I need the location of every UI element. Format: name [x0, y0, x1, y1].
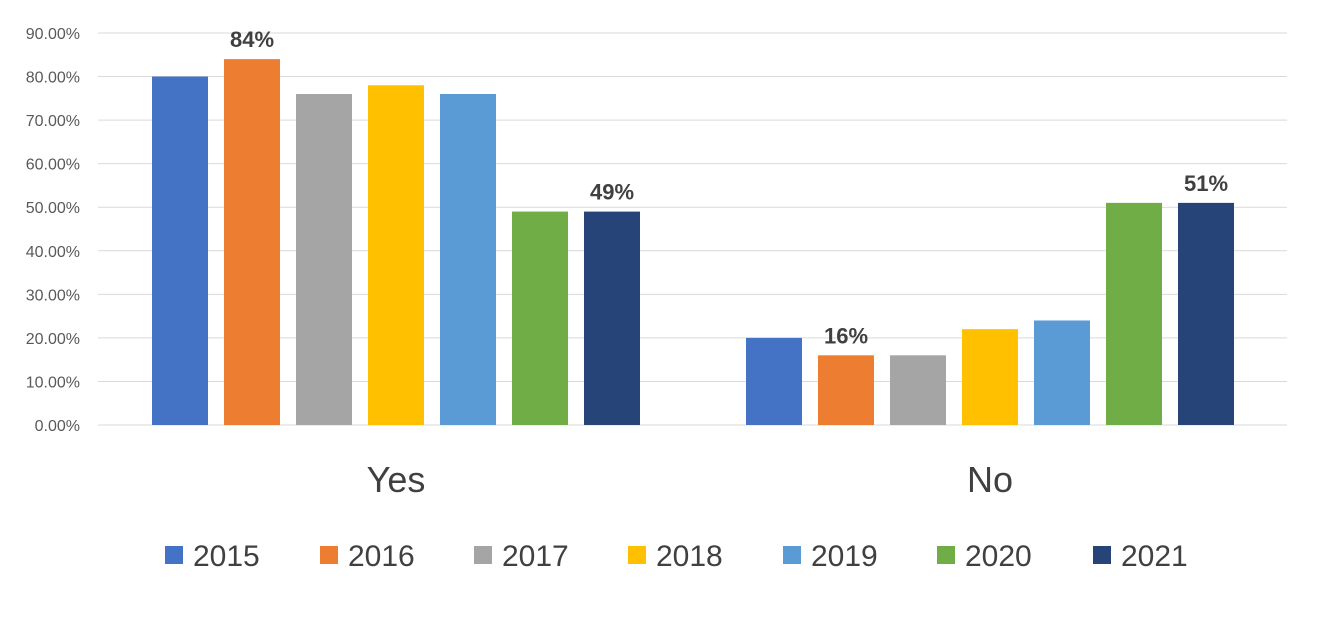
legend-label: 2015	[193, 540, 260, 573]
bar-no-2016	[818, 355, 874, 425]
bar-no-2019	[1034, 320, 1090, 425]
legend-swatch	[628, 546, 646, 564]
data-labels: 84% 49% 16% 51%	[230, 27, 1228, 348]
bar-no-2020	[1106, 202, 1162, 425]
bar-no-2017	[890, 355, 946, 425]
bar-yes-2017	[296, 93, 352, 425]
y-tick-label: 20.00%	[26, 331, 80, 348]
y-tick-label: 80.00%	[26, 70, 80, 87]
legend-item-2017: 2017	[474, 540, 569, 573]
bar-yes-2020	[512, 211, 568, 425]
data-label: 16%	[824, 323, 868, 348]
legend-label: 2018	[656, 540, 723, 573]
legend-swatch	[474, 546, 492, 564]
bar-yes-2021	[584, 211, 640, 425]
legend-label: 2021	[1121, 540, 1188, 573]
legend-item-2016: 2016	[320, 540, 415, 573]
y-tick-label: 0.00%	[35, 418, 80, 435]
category-label-yes: Yes	[367, 459, 426, 500]
bar-yes-2018	[368, 85, 424, 426]
legend-item-2021: 2021	[1093, 540, 1188, 573]
y-axis-tick-labels: 0.00% 10.00% 20.00% 30.00% 40.00% 50.00% 60.00…	[26, 26, 80, 435]
legend-item-2015: 2015	[165, 540, 260, 573]
y-tick-label: 30.00%	[26, 287, 80, 304]
legend: 2015 2016 2017 2018 2019 2020 2021	[165, 540, 1188, 573]
category-labels: Yes No	[367, 459, 1013, 500]
legend-label: 2019	[811, 540, 878, 573]
y-tick-label: 40.00%	[26, 244, 80, 261]
data-label: 51%	[1184, 171, 1228, 196]
legend-item-2019: 2019	[783, 540, 878, 573]
legend-swatch	[165, 546, 183, 564]
y-tick-label: 50.00%	[26, 200, 80, 217]
legend-swatch	[937, 546, 955, 564]
bar-yes-2016	[224, 59, 280, 426]
bar-no-2021	[1178, 202, 1234, 425]
bar-yes-2015	[152, 76, 208, 426]
legend-swatch	[320, 546, 338, 564]
y-tick-label: 10.00%	[26, 374, 80, 391]
category-label-no: No	[967, 459, 1013, 500]
bars	[152, 59, 1234, 426]
legend-item-2020: 2020	[937, 540, 1032, 573]
bar-yes-2019	[440, 93, 496, 425]
legend-swatch	[1093, 546, 1111, 564]
legend-swatch	[783, 546, 801, 564]
legend-label: 2017	[502, 540, 569, 573]
data-label: 84%	[230, 27, 274, 52]
y-tick-label: 90.00%	[26, 26, 80, 43]
data-label: 49%	[590, 180, 634, 205]
y-tick-label: 70.00%	[26, 113, 80, 130]
bar-no-2015	[746, 337, 802, 425]
legend-item-2018: 2018	[628, 540, 723, 573]
legend-label: 2020	[965, 540, 1032, 573]
bar-no-2018	[962, 329, 1018, 425]
y-tick-label: 60.00%	[26, 157, 80, 174]
legend-label: 2016	[348, 540, 415, 573]
